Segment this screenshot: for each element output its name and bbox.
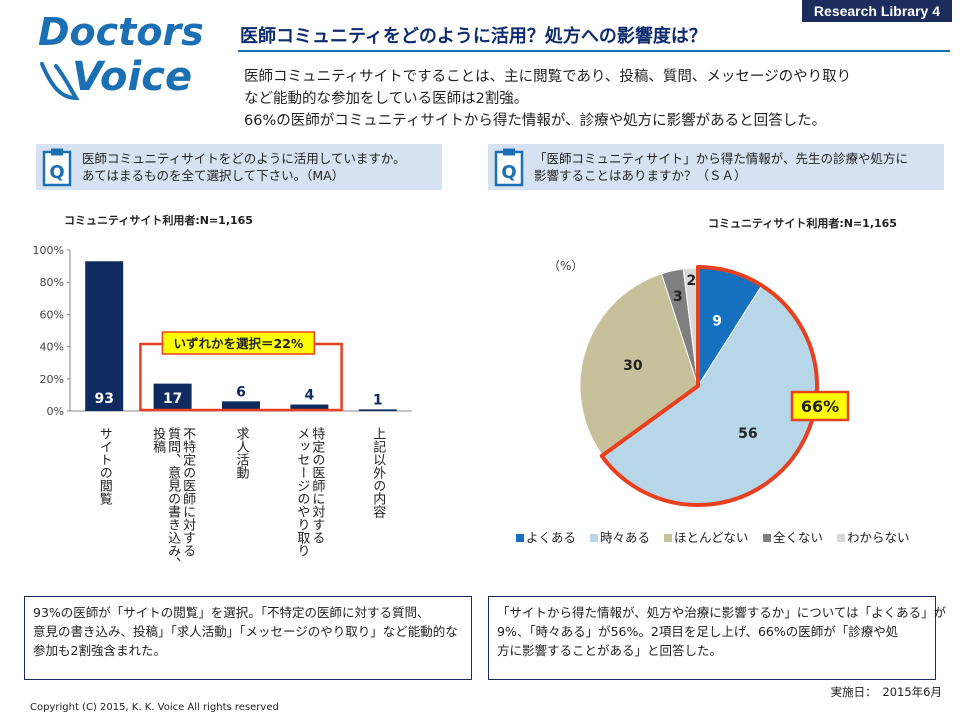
note-line: 方に影響することがある」と回答した。	[497, 643, 723, 658]
legend-swatch	[516, 534, 524, 542]
category-label: 不特定の医師に対する	[180, 427, 196, 557]
doctors-voice-logo: Doctors Voice	[28, 10, 228, 110]
logo-text-line1: Doctors	[38, 10, 204, 54]
y-tick-label: 100%	[33, 244, 64, 257]
lead-line: 66%の医師がコミュニティサイトから得た情報が、診療や処方に影響があると回答した…	[244, 113, 827, 129]
legend-label: わからない	[847, 530, 910, 545]
clipboard-q-icon: Q	[42, 148, 72, 187]
pie-highlight-callout-box	[790, 390, 850, 422]
question-line: 「医師コミュニティサイト」から得た情報が、先生の診療や処方に	[534, 151, 909, 166]
pie-value-label: 3	[673, 289, 683, 305]
pie-sample-label: コミュニティサイト利用者:N=1,165	[708, 217, 897, 230]
y-tick-label: 20%	[40, 373, 64, 386]
y-tick-label: 40%	[40, 341, 64, 354]
bar-value-label: 1	[373, 392, 383, 408]
bar-1	[153, 383, 192, 411]
clipboard-q-icon: Q	[494, 148, 524, 187]
pie-value-label: 2	[686, 273, 696, 289]
category-label: 特定の医師に対する	[309, 427, 325, 544]
bar-value-label: 6	[236, 384, 246, 400]
pie-value-label: 30	[623, 358, 643, 374]
category-label: 質問、意見の書き込み、	[165, 427, 181, 570]
category-label: 上記以外の内容	[370, 427, 386, 519]
logo-text-line2: Voice	[72, 54, 193, 100]
svg-text:Q: Q	[49, 162, 64, 183]
bar-4	[358, 409, 397, 411]
legend-label: 時々ある	[600, 530, 650, 545]
lead-line: など能動的な参加をしている医師は2割強。	[244, 91, 529, 107]
svg-text:Q: Q	[501, 162, 516, 183]
survey-date: 実施日： 2015年6月	[830, 685, 942, 699]
right-question-box: Q 「医師コミュニティサイト」から得た情報が、先生の診療や処方に 影響することは…	[488, 144, 944, 190]
y-tick-label: 0%	[47, 405, 64, 418]
research-library-badge: Research Library 4	[801, 0, 952, 22]
legend-swatch	[763, 534, 771, 542]
title-divider	[238, 50, 950, 52]
category-label: 投稿	[150, 426, 166, 454]
note-line: 93%の医師が「サイトの閲覧」を選択。「不特定の医師に対する質問、	[33, 605, 430, 620]
bar-2	[222, 401, 260, 411]
legend-label: よくある	[526, 530, 576, 545]
category-label: サイトの閲覧	[97, 427, 113, 505]
usage-bar-chart: 100% 80% 60% 40% 20% 0% 93 サイトの閲覧 17 不特定の医師に対する質問…	[33, 244, 412, 570]
note-line: 参加も2割強含まれた。	[33, 643, 166, 658]
bar-value-label: 4	[305, 388, 315, 404]
bar-value-label: 93	[94, 391, 113, 407]
legend-label: 全くない	[773, 530, 823, 545]
question-line: 影響することはありますか？（ＳＡ）	[534, 168, 747, 183]
bar-sample-label: コミュニティサイト利用者:N=1,165	[64, 214, 253, 227]
y-tick-label: 60%	[40, 308, 64, 321]
note-line: 9%、「時々ある」が56%。2項目を足し上げ、66%の医師が「診療や処	[497, 624, 899, 639]
legend-swatch	[664, 534, 672, 542]
lead-line: 医師コミュニティサイトですることは、主に閲覧であり、投稿、質問、メッセージのやり…	[244, 69, 852, 85]
copyright-text: Copyright (C) 2015, K. K. Voice All righ…	[30, 702, 279, 713]
left-question-box: Q 医師コミュニティサイトをどのように活用していますか。 あてはまるものを全て選…	[36, 144, 442, 190]
bar-0	[85, 261, 124, 411]
question-line: あてはまるものを全て選択して下さい。（MA）	[82, 168, 345, 183]
lead-summary: 医師コミュニティサイトですることは、主に閲覧であり、投稿、質問、メッセージのやり…	[244, 66, 944, 132]
category-label: 求人活動	[234, 427, 250, 480]
y-tick-label: 80%	[40, 276, 64, 289]
pie-slice-2	[579, 273, 699, 457]
legend-label: ほとんどない	[674, 530, 748, 545]
bar-3	[290, 404, 329, 411]
question-line: 医師コミュニティサイトをどのように活用していますか。	[82, 151, 406, 166]
pie-value-label: 9	[712, 313, 722, 329]
left-summary-note: 93%の医師が「サイトの閲覧」を選択。「不特定の医師に対する質問、 意見の書き込…	[24, 596, 472, 680]
highlight-callout-box	[161, 331, 316, 355]
combined-slices-outline	[599, 265, 819, 507]
note-line: 意見の書き込み、投稿」「求人活動」「メッセージのやり取り」など能動的な	[33, 624, 458, 639]
note-line: 「サイトから得た情報が、処方や治療に影響するか」については「よくある」が	[497, 605, 947, 620]
legend-swatch	[590, 534, 598, 542]
logo-swoosh-icon	[40, 62, 80, 101]
pie-unit-label: （%）	[548, 259, 583, 273]
influence-pie-chart: （%） 9 56 30 32 66% よくある 時々ある ほとんどない 全くない わからない	[516, 259, 910, 545]
bar-value-label: 17	[163, 391, 182, 407]
highlight-callout-label: いずれかを選択＝22%	[173, 336, 303, 351]
right-summary-note: 「サイトから得た情報が、処方や治療に影響するか」については「よくある」が 9%、…	[488, 596, 947, 680]
pie-value-label: 56	[738, 426, 757, 442]
pie-highlight-callout-label: 66%	[801, 397, 839, 416]
category-label: メッセージのやり取り	[294, 427, 310, 557]
page-title: 医師コミュニティをどのように活用？処方への影響度は？	[240, 26, 707, 47]
legend-swatch	[837, 534, 845, 542]
